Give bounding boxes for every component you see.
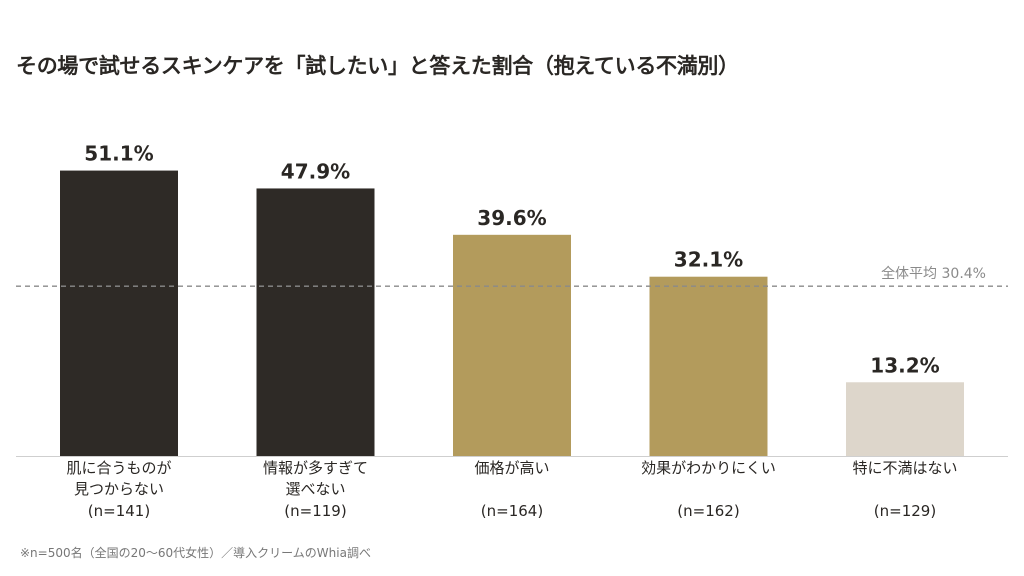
data-label: 13.2%	[870, 353, 939, 377]
chart-title: その場で試せるスキンケアを「試したい」と答えた割合（抱えている不満別）	[16, 54, 739, 78]
footnote: ※n=500名（全国の20〜60代女性）／導入クリームのWhia調べ	[20, 546, 371, 560]
sample-size-label: (n=164)	[481, 502, 543, 520]
category-label: 効果がわかりにくい	[641, 459, 776, 477]
category-label: 選べない	[285, 480, 345, 498]
data-label: 51.1%	[84, 142, 153, 166]
average-label: 全体平均 30.4%	[881, 265, 986, 282]
bar	[846, 382, 964, 456]
data-label: 39.6%	[477, 206, 546, 230]
data-label: 47.9%	[281, 159, 350, 183]
category-label: 肌に合うものが	[66, 459, 171, 477]
sample-size-label: (n=162)	[677, 502, 739, 520]
bar	[60, 170, 178, 456]
category-label: 見つからない	[74, 480, 164, 498]
bar	[649, 276, 768, 456]
bar	[453, 234, 571, 456]
category-label: 価格が高い	[474, 459, 549, 477]
category-label: 情報が多すぎて	[263, 459, 368, 477]
sample-size-label: (n=141)	[88, 502, 150, 520]
category-label: 特に不満はない	[852, 459, 957, 477]
bar	[256, 188, 375, 457]
sample-size-label: (n=129)	[874, 502, 936, 520]
sample-size-label: (n=119)	[284, 502, 346, 520]
data-label: 32.1%	[674, 248, 743, 272]
